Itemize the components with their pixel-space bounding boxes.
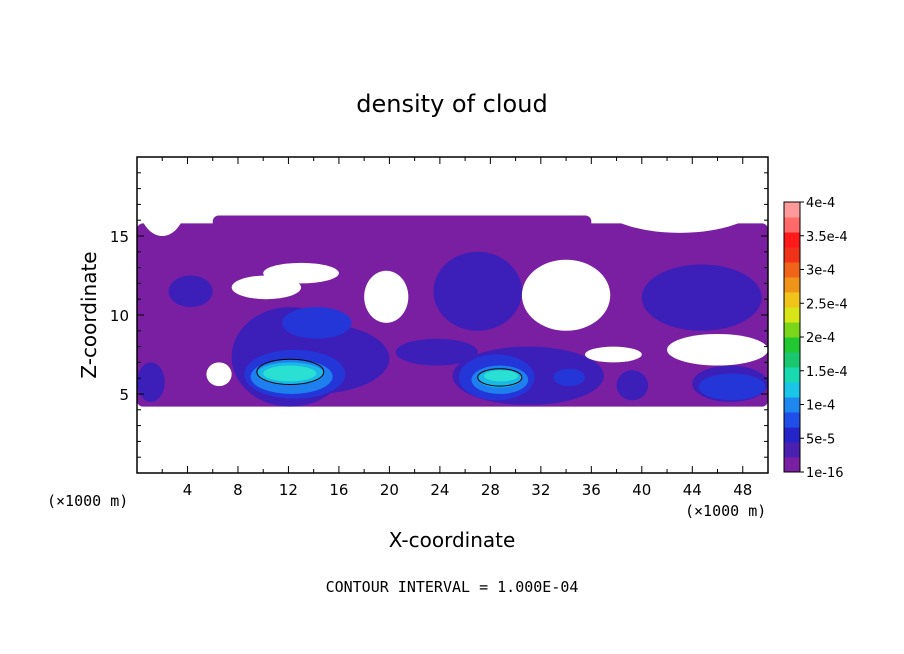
colorbar: 1e-16 5e-5 1e-4 1.5e-4 2e-4 2.5e-4 3e-4 3.5e-4 4…	[783, 196, 848, 481]
density-region-level-1	[641, 264, 762, 331]
colorbar-segment	[784, 427, 800, 443]
y-tick-label: 10	[110, 307, 129, 325]
x-tick-label: 28	[481, 481, 500, 499]
colorbar-segment	[784, 337, 800, 353]
density-regions	[137, 215, 768, 407]
colorbar-segment	[784, 457, 800, 473]
colorbar-label: 3e-4	[806, 264, 835, 279]
cloud-free-gap	[667, 333, 768, 366]
density-region-level-5	[484, 370, 519, 382]
cloud-free-gap	[137, 157, 188, 236]
contour-lines	[256, 358, 523, 387]
y-tick-label: 15	[110, 228, 129, 246]
colorbar-label: 1e-16	[806, 466, 844, 481]
y-axis-label: Z-coordinate	[77, 251, 101, 378]
colorbar-label: 2.5e-4	[806, 297, 848, 312]
colorbar-label: 1e-4	[806, 399, 835, 414]
cloud-free-gap	[591, 157, 768, 233]
x-tick-label: 24	[430, 481, 449, 499]
density-region-level-5	[263, 365, 317, 382]
x-tick-label: 32	[531, 481, 550, 499]
x-tick-label: 44	[683, 481, 702, 499]
colorbar-label: 4e-4	[806, 196, 835, 211]
x-tick-label: 8	[233, 481, 243, 499]
colorbar-segment	[784, 382, 800, 398]
density-region-level-2	[282, 307, 352, 339]
colorbar-segment	[784, 442, 800, 458]
x-tick-label: 36	[582, 481, 601, 499]
x-tick-label: 48	[733, 481, 752, 499]
y-tick-label: 5	[119, 386, 129, 404]
colorbar-segment	[784, 322, 800, 338]
cloud-free-gap	[585, 346, 642, 363]
contour-line	[477, 368, 523, 387]
contour-interval-note: CONTOUR INTERVAL = 1.000E-04	[326, 578, 579, 596]
cloud-free-gap	[521, 259, 611, 331]
density-region-level-2	[553, 368, 586, 387]
colorbar-segment	[784, 232, 800, 248]
colorbar-segment	[784, 412, 800, 428]
cloud-free-gap	[206, 362, 232, 387]
density-region-level-1	[395, 338, 478, 366]
colorbar-segment	[784, 307, 800, 323]
colorbar-label: 1.5e-4	[806, 365, 848, 380]
density-region-level-1	[137, 362, 165, 402]
x-tick-label: 4	[183, 481, 193, 499]
density-region-base	[212, 215, 592, 236]
colorbar-segment	[784, 352, 800, 368]
colorbar-label: 5e-5	[806, 432, 835, 447]
x-tick-label: 12	[279, 481, 298, 499]
x-axis-unit-right: (×1000 m)	[685, 502, 766, 520]
density-region-level-1	[168, 275, 213, 308]
x-tick-label: 16	[329, 481, 348, 499]
x-axis-unit-left: (×1000 m)	[47, 492, 128, 510]
colorbar-segment	[784, 202, 800, 218]
colorbar-label: 3.5e-4	[806, 230, 848, 245]
colorbar-segment	[784, 217, 800, 233]
colorbar-segment	[784, 277, 800, 293]
x-tick-label: 20	[380, 481, 399, 499]
colorbar-segment	[784, 262, 800, 278]
x-axis-label: X-coordinate	[389, 528, 516, 552]
colorbar-segment	[784, 397, 800, 413]
colorbar-segment	[784, 367, 800, 383]
chart-title: density of cloud	[356, 90, 547, 118]
plot-area	[137, 157, 768, 473]
cloud-gaps	[137, 157, 768, 387]
x-axis-ticks: 4 8 12 16 20 24 28 32 36 40 44 48	[161, 157, 752, 499]
density-region-level-1	[433, 251, 522, 331]
contour-line	[256, 358, 325, 386]
density-region-level-2	[698, 373, 766, 401]
x-tick-label: 40	[632, 481, 651, 499]
cloud-free-gap	[263, 262, 339, 284]
y-axis-ticks: 5 10 15	[110, 172, 768, 458]
cloud-free-gap	[364, 270, 409, 323]
density-region-level-1	[616, 370, 649, 401]
colorbar-segment	[784, 292, 800, 308]
colorbar-label: 2e-4	[806, 331, 835, 346]
colorbar-segment	[784, 247, 800, 263]
